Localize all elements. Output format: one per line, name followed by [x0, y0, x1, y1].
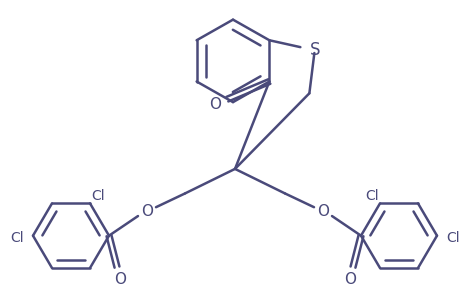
Text: O: O — [344, 272, 356, 287]
Text: Cl: Cl — [91, 189, 105, 202]
Text: O: O — [209, 96, 221, 111]
Text: Cl: Cl — [446, 231, 460, 245]
Text: O: O — [317, 204, 329, 219]
Text: Cl: Cl — [10, 231, 24, 245]
Text: O: O — [141, 204, 153, 219]
Text: O: O — [114, 272, 126, 287]
Text: Cl: Cl — [365, 189, 379, 202]
Text: S: S — [310, 41, 321, 59]
